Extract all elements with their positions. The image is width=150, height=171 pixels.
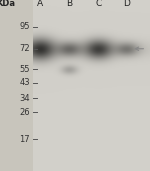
- Text: C: C: [95, 0, 101, 8]
- Text: 17: 17: [19, 135, 30, 144]
- Text: KDa: KDa: [0, 0, 15, 8]
- Text: 43: 43: [19, 78, 30, 87]
- Text: 26: 26: [19, 108, 30, 116]
- Text: B: B: [66, 0, 72, 8]
- Text: A: A: [37, 0, 43, 8]
- Text: 34: 34: [19, 94, 30, 103]
- Text: 55: 55: [20, 65, 30, 74]
- Text: D: D: [123, 0, 130, 8]
- Text: 95: 95: [20, 22, 30, 31]
- Bar: [0, 0, 33, 171]
- Text: 72: 72: [19, 44, 30, 53]
